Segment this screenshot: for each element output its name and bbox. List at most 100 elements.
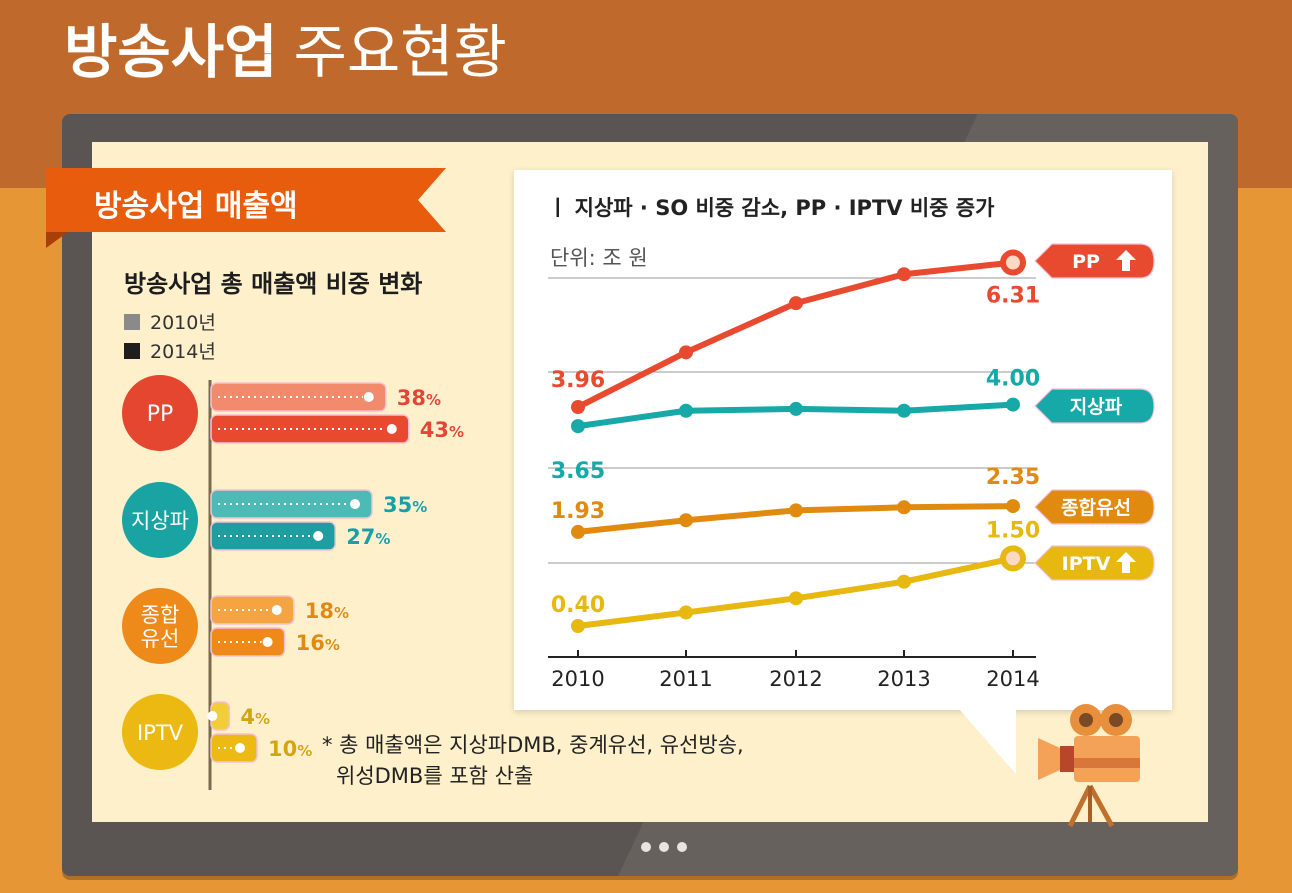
series-point: [679, 403, 693, 418]
bar-end-dot: [313, 531, 324, 541]
bar-end-dot: [386, 424, 397, 434]
monitor-dot: [659, 842, 669, 852]
bar: [210, 627, 286, 657]
series-point: [897, 403, 911, 418]
x-tick-label: 2011: [659, 667, 712, 691]
share-chart-title: 방송사업 총 매출액 비중 변화: [124, 270, 423, 298]
series-end-label: 1.50: [986, 518, 1040, 543]
bar-end-dot: [207, 711, 218, 721]
up-arrow-icon: [1116, 250, 1136, 271]
series-point: [679, 605, 693, 620]
trend-panel-tail: [958, 708, 1016, 774]
series-point: [571, 400, 585, 415]
legend-swatch-2010: [124, 314, 140, 330]
bar-value-label: 4%: [240, 705, 270, 729]
series-tag: PP: [1034, 243, 1155, 279]
bar-end-dot: [350, 499, 360, 509]
series-point: [571, 419, 585, 434]
category-label: 종합: [141, 603, 180, 627]
series-tag-label: PP: [1072, 251, 1100, 273]
x-tick-label: 2013: [877, 667, 930, 691]
bar-value-label: 38%: [397, 386, 441, 410]
series-point: [789, 401, 803, 416]
x-tick-label: 2010: [551, 667, 604, 691]
trend-chart-unit: 단위: 조 원: [550, 246, 648, 270]
series-point: [571, 524, 585, 539]
footnote-line: 위성DMB를 포함 산출: [336, 764, 534, 788]
series-point: [897, 267, 911, 282]
monitor-dot: [677, 842, 687, 852]
page-title-light: 주요현황: [293, 18, 507, 86]
bar: [210, 595, 295, 625]
bar-end-dot: [262, 637, 273, 647]
series-point: [679, 345, 693, 360]
bar-value-label: 16%: [296, 631, 340, 655]
series-end-marker-inner: [1006, 551, 1020, 566]
series-start-label: 3.96: [551, 368, 605, 393]
legend-label-2010: 2010년: [150, 312, 216, 334]
category-label: PP: [147, 402, 174, 427]
series-start-label: 1.93: [551, 499, 605, 524]
series-point: [789, 503, 803, 518]
x-tick-label: 2014: [986, 667, 1039, 691]
series-point: [571, 619, 585, 633]
bar-end-dot: [235, 743, 245, 753]
legend-item-2014: 2014년: [124, 340, 216, 364]
monitor-dot: [641, 842, 651, 852]
series-tag-label: 지상파: [1070, 396, 1123, 418]
series-end-label: 2.35: [986, 465, 1040, 490]
series-point: [1006, 499, 1020, 514]
series-tag: IPTV: [1034, 545, 1155, 581]
series-point: [1006, 397, 1020, 412]
legend-swatch-2014: [124, 343, 140, 359]
trend-chart-title: ㅣ 지상파 · SO 비중 감소, PP · IPTV 비중 증가: [548, 196, 995, 220]
series-line: [575, 259, 1016, 411]
category-circle: [122, 694, 198, 770]
ribbon-body: [46, 168, 446, 232]
series-point: [789, 591, 803, 606]
series-tag-shape: [1034, 388, 1155, 424]
category-circle: [122, 482, 198, 558]
bar-value-label: 27%: [346, 525, 390, 549]
legend-item-2010: 2010년: [124, 311, 216, 335]
x-tick-label: 2012: [769, 667, 822, 691]
category-label: 지상파: [131, 509, 189, 533]
ribbon-fold: [46, 232, 68, 248]
ribbon-label: 방송사업 매출액: [94, 189, 298, 224]
bar-value-label: 35%: [383, 493, 427, 517]
bar-value-label: 43%: [420, 418, 464, 442]
series-point: [897, 500, 911, 515]
series-end-marker-inner: [1006, 255, 1020, 270]
movie-camera-icon: [1038, 704, 1140, 828]
ribbon-banner: [46, 168, 446, 248]
series-point: [789, 296, 803, 311]
category-label: IPTV: [137, 721, 184, 745]
series-point: [897, 574, 911, 589]
bar-value-label: 10%: [268, 737, 312, 761]
footnote: * 총 매출액은 지상파DMB, 중계유선, 유선방송, 위성DMB를 포함 산…: [322, 730, 744, 792]
series-end-label: 6.31: [986, 284, 1040, 309]
series-end-label: 4.00: [986, 367, 1040, 392]
category-circle: [122, 588, 198, 664]
legend-label-2014: 2014년: [150, 341, 216, 363]
series-start-label: 3.65: [551, 459, 605, 484]
bar-end-dot: [271, 605, 282, 615]
bar: [210, 382, 387, 412]
series-tag-shape: [1034, 489, 1155, 525]
page-title-bold: 방송사업: [64, 18, 278, 86]
category-label: 유선: [141, 627, 180, 651]
footnote-line: * 총 매출액은 지상파DMB, 중계유선, 유선방송,: [322, 733, 744, 757]
bar-end-dot: [363, 392, 374, 402]
series-tag-label: 종합유선: [1061, 497, 1131, 519]
series-tag: 종합유선: [1034, 489, 1155, 525]
series-tag: 지상파: [1034, 388, 1155, 424]
category-circle: [122, 375, 198, 451]
bar-value-label: 18%: [305, 599, 349, 623]
series-point: [679, 513, 693, 528]
up-arrow-icon: [1116, 552, 1136, 573]
monitor-dots: [641, 840, 691, 854]
series-tag-label: IPTV: [1062, 553, 1111, 575]
series-start-label: 0.40: [551, 593, 605, 618]
